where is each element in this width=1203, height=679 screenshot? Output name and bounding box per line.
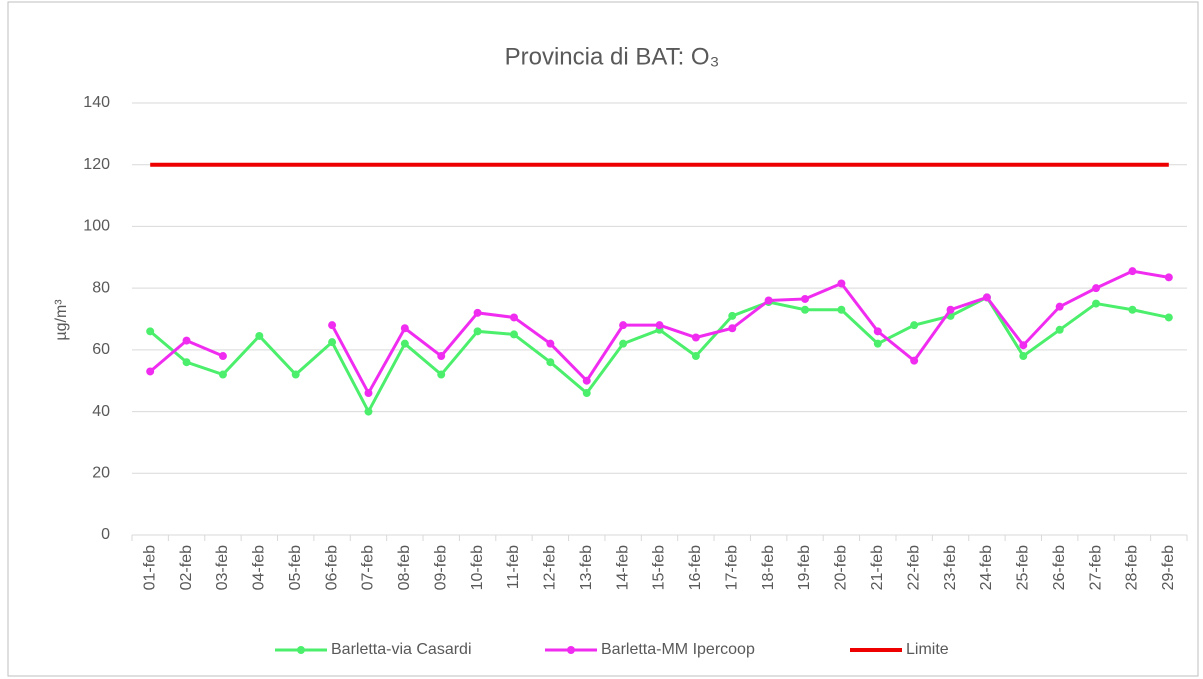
x-tick-label: 08-feb (396, 545, 413, 590)
point (437, 370, 446, 379)
x-tick-label: 03-feb (214, 545, 231, 590)
x-tick-label: 06-feb (323, 545, 340, 590)
point (1055, 302, 1064, 311)
x-tick-label: 22-feb (905, 545, 922, 590)
point (182, 358, 191, 367)
y-tick-label: 20 (92, 465, 110, 482)
y-tick-label: 80 (92, 279, 110, 296)
point (873, 339, 882, 348)
point (1128, 305, 1137, 314)
x-tick-label: 21-feb (869, 545, 886, 590)
point (837, 305, 846, 314)
point (910, 321, 919, 330)
chart-frame (7, 1, 1199, 677)
x-tick-label: 04-feb (251, 545, 268, 590)
x-tick-label: 15-feb (651, 545, 668, 590)
x-tick-label: 09-feb (432, 545, 449, 590)
point (364, 407, 373, 416)
x-tick-label: 05-feb (287, 545, 304, 590)
legend-marker (297, 646, 305, 654)
x-tick-label: 07-feb (360, 545, 377, 590)
point (1092, 299, 1101, 308)
point (873, 327, 882, 336)
point (619, 339, 628, 348)
point (1055, 325, 1064, 334)
x-tick-label: 17-feb (723, 545, 740, 590)
point (691, 333, 700, 342)
legend-label: Barletta-MM Ipercoop (601, 641, 755, 658)
point (910, 356, 919, 365)
x-tick-label: 16-feb (687, 545, 704, 590)
x-tick-label: 14-feb (614, 545, 631, 590)
x-tick-label: 18-feb (760, 545, 777, 590)
y-tick-label: 140 (83, 94, 110, 111)
point (837, 279, 846, 288)
x-tick-label: 24-feb (978, 545, 995, 590)
x-tick-label: 10-feb (469, 545, 486, 590)
point (400, 339, 409, 348)
point (728, 311, 737, 320)
point (546, 339, 555, 348)
point (982, 293, 991, 302)
x-tick-label: 27-feb (1087, 545, 1104, 590)
point (218, 370, 227, 379)
point (1019, 352, 1028, 361)
point (582, 376, 591, 385)
point (801, 294, 810, 303)
chart-title: Provincia di BAT: O₃ (505, 43, 720, 70)
point (1019, 341, 1028, 350)
x-tick-label: 20-feb (833, 545, 850, 590)
point (509, 330, 518, 339)
point (328, 338, 337, 347)
point (546, 358, 555, 367)
legend-label: Limite (906, 641, 949, 658)
point (291, 370, 300, 379)
point (255, 331, 264, 340)
point (619, 321, 628, 330)
x-tick-label: 13-feb (578, 545, 595, 590)
point (328, 321, 337, 330)
point (1128, 267, 1137, 276)
y-tick-label: 60 (92, 341, 110, 358)
x-tick-label: 02-feb (178, 545, 195, 590)
y-tick-label: 120 (83, 156, 110, 173)
x-tick-label: 11-feb (505, 545, 522, 589)
y-tick-label: 40 (92, 403, 110, 420)
point (473, 308, 482, 317)
x-tick-label: 01-feb (141, 545, 158, 590)
x-tick-label: 26-feb (1051, 545, 1068, 590)
point (218, 352, 227, 361)
point (801, 305, 810, 314)
point (1164, 273, 1173, 282)
point (146, 327, 155, 336)
point (473, 327, 482, 336)
y-tick-label: 0 (101, 526, 110, 543)
point (437, 352, 446, 361)
point (946, 305, 955, 314)
x-tick-label: 29-feb (1160, 545, 1177, 590)
point (1092, 284, 1101, 293)
point (728, 324, 737, 333)
y-axis-label: µg/m³ (53, 299, 70, 341)
point (364, 389, 373, 398)
point (691, 352, 700, 361)
x-tick-label: 25-feb (1015, 545, 1032, 590)
point (655, 321, 664, 330)
point (146, 367, 155, 376)
point (400, 324, 409, 333)
x-tick-label: 28-feb (1124, 545, 1141, 590)
legend-label: Barletta-via Casardi (331, 641, 472, 658)
x-tick-label: 23-feb (942, 545, 959, 590)
point (182, 336, 191, 345)
x-tick-label: 19-feb (796, 545, 813, 590)
y-tick-label: 100 (83, 218, 110, 235)
point (582, 389, 591, 398)
x-tick-label: 12-feb (542, 545, 559, 590)
point (1164, 313, 1173, 322)
point (509, 313, 518, 322)
legend-marker (567, 646, 575, 654)
point (764, 296, 773, 305)
